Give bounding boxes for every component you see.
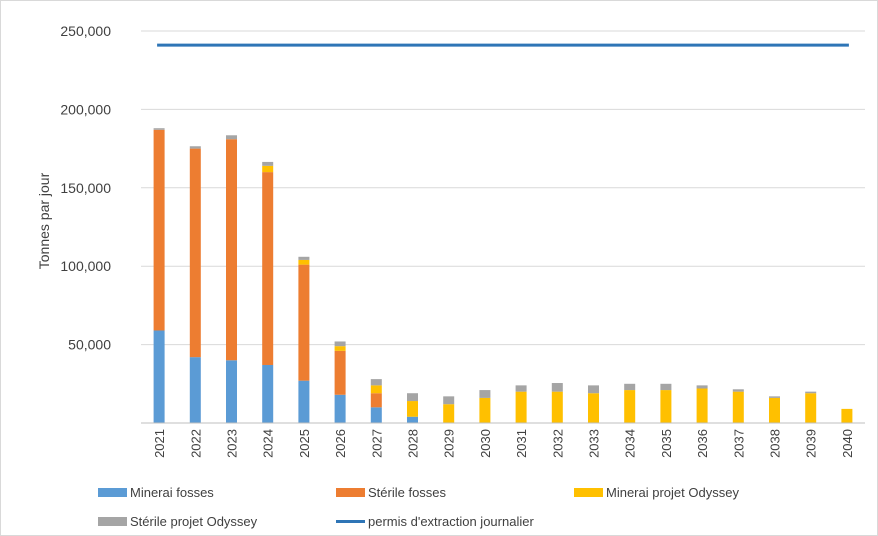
- y-tick-label: 250,000: [60, 23, 111, 39]
- bar-segment: [443, 404, 455, 423]
- legend-item-permit-line: permis d'extraction journalier: [336, 514, 534, 529]
- bar-segment: [370, 393, 382, 408]
- bar-segment: [696, 385, 708, 389]
- bar-segment: [660, 390, 672, 423]
- y-axis: 50,000 100,000 150,000 200,000 250,000: [60, 23, 111, 353]
- bar-segment: [551, 383, 563, 392]
- x-tick-label: 2024: [261, 429, 276, 458]
- bar-segment: [407, 416, 418, 423]
- bar-segment: [732, 391, 744, 423]
- gridlines: [141, 30, 865, 346]
- bar-segment: [696, 388, 708, 423]
- x-tick-label: 2035: [659, 429, 674, 458]
- x-tick-label: 2032: [550, 429, 565, 458]
- bar-segment: [407, 401, 418, 417]
- x-tick-label: 2022: [188, 429, 203, 458]
- legend-item-sterile-odyssey: Stérile projet Odyssey: [98, 514, 257, 529]
- y-tick-label: 150,000: [60, 180, 111, 196]
- bar-segment: [588, 393, 599, 423]
- bar-segment: [334, 341, 346, 347]
- bar-segment: [153, 129, 165, 331]
- x-tick-label: 2025: [297, 429, 312, 458]
- bar-segment: [298, 264, 310, 381]
- bar-segment: [298, 259, 310, 265]
- bar-segment: [805, 391, 817, 394]
- bars: [153, 128, 853, 423]
- bar-segment: [334, 394, 346, 423]
- legend-swatch: [98, 517, 127, 526]
- x-tick-label: 2021: [152, 429, 167, 458]
- legend-label: Minerai fosses: [130, 485, 214, 500]
- legend-swatch: [574, 488, 603, 497]
- x-tick-label: 2033: [587, 429, 602, 458]
- legend-item-minerai-odyssey: Minerai projet Odyssey: [574, 485, 739, 500]
- bar-segment: [298, 380, 310, 423]
- bar-segment: [551, 391, 563, 423]
- bar-segment: [370, 407, 382, 423]
- bar-segment: [262, 364, 274, 423]
- bar-segment: [443, 396, 455, 405]
- x-tick-label: 2039: [804, 429, 819, 458]
- bar-segment: [226, 360, 237, 423]
- bar-segment: [153, 330, 165, 423]
- bar-segment: [153, 128, 165, 130]
- bar-segment: [407, 393, 418, 402]
- legend-item-sterile-fosses: Stérile fosses: [336, 485, 446, 500]
- bar-segment: [370, 379, 382, 386]
- bar-segment: [769, 397, 780, 423]
- bar-segment: [515, 391, 527, 423]
- legend-swatch: [336, 488, 365, 497]
- bar-segment: [189, 148, 201, 358]
- x-tick-label: 2030: [478, 429, 493, 458]
- bar-segment: [262, 165, 274, 173]
- bar-segment: [226, 135, 237, 140]
- bar-segment: [479, 390, 491, 398]
- bar-segment: [334, 350, 346, 395]
- x-tick-label: 2036: [695, 429, 710, 458]
- x-tick-label: 2034: [623, 429, 638, 458]
- x-tick-label: 2026: [333, 429, 348, 458]
- bar-segment: [334, 346, 346, 351]
- bar-segment: [370, 385, 382, 394]
- bar-segment: [588, 385, 599, 394]
- bar-segment: [189, 357, 201, 423]
- x-tick-label: 2023: [225, 429, 240, 458]
- bar-segment: [805, 393, 817, 423]
- x-tick-label: 2028: [406, 429, 421, 458]
- bar-segment: [624, 383, 636, 391]
- legend-swatch: [98, 488, 127, 497]
- bar-segment: [262, 161, 274, 166]
- bar-segment: [515, 385, 527, 392]
- x-tick-label: 2031: [514, 429, 529, 458]
- x-tick-label: 2040: [840, 429, 855, 458]
- x-tick-label: 2027: [369, 429, 384, 458]
- legend-label: Stérile projet Odyssey: [130, 514, 258, 529]
- legend-label: Minerai projet Odyssey: [606, 485, 739, 500]
- y-tick-label: 100,000: [60, 258, 111, 274]
- bar-segment: [769, 396, 780, 398]
- bar-segment: [479, 397, 491, 423]
- y-axis-label: Tonnes par jour: [36, 172, 52, 269]
- bar-segment: [841, 408, 853, 423]
- bar-segment: [226, 139, 237, 361]
- bar-segment: [298, 256, 310, 260]
- legend-label: Stérile fosses: [368, 485, 447, 500]
- bar-segment: [624, 390, 636, 423]
- legend-swatch: [336, 520, 365, 523]
- x-tick-label: 2029: [442, 429, 457, 458]
- legend-item-minerai-fosses: Minerai fosses: [98, 485, 214, 500]
- y-tick-label: 50,000: [68, 337, 111, 353]
- bar-segment: [732, 389, 744, 392]
- y-tick-label: 200,000: [60, 101, 111, 117]
- bar-segment: [660, 383, 672, 391]
- x-tick-label: 2038: [768, 429, 783, 458]
- x-tick-label: 2037: [731, 429, 746, 458]
- x-axis: 2021 2022 2023 2024 2025 2026 2027 2028 2029 2030…: [141, 422, 865, 458]
- legend-label: permis d'extraction journalier: [368, 514, 534, 529]
- bar-segment: [189, 146, 201, 149]
- bar-segment: [262, 172, 274, 365]
